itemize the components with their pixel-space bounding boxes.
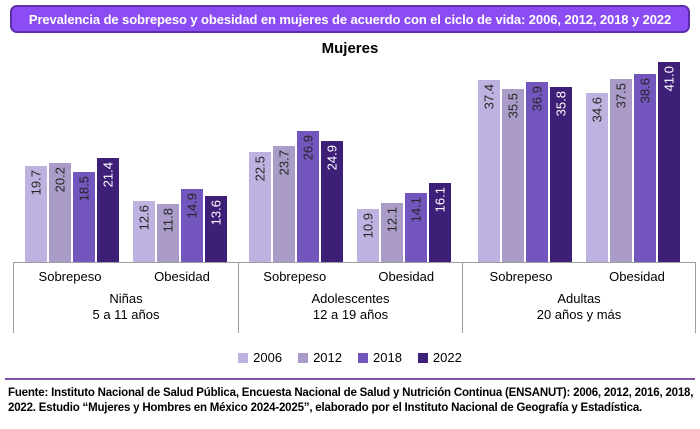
bar-value-label: 14.9	[184, 193, 199, 219]
subgroup-obesidad-1: 10.9 12.1 14.1 16.1	[357, 183, 451, 262]
legend-item-2012: 2012	[298, 350, 342, 365]
bar-2012-sobrepeso-0: 20.2	[48, 163, 71, 262]
plot-area: 19.7 20.2 18.5 21.4 12.6 11.8 14.9 13.6 22.5 23.7…	[13, 62, 696, 262]
bar-2022-sobrepeso-1: 24.9	[321, 141, 343, 262]
axis-label-obesidad-2: Obesidad	[609, 269, 665, 284]
legend-item-2022: 2022	[417, 350, 462, 365]
bar-2012-sobrepeso-1: 23.7	[273, 146, 295, 262]
bar-2022-sobrepeso-0: 21.4	[96, 158, 119, 262]
bar-value-label: 38.6	[637, 78, 653, 104]
bar-value-label: 35.8	[553, 91, 569, 117]
bar-2018-sobrepeso-1: 26.9	[297, 131, 319, 262]
subgroup-obesidad-0: 12.6 11.8 14.9 13.6	[132, 189, 227, 262]
legend: 2006 2012 2018 2022	[0, 350, 700, 365]
bar-value-label: 41.0	[661, 66, 677, 92]
bar-value-label: 23.7	[276, 150, 292, 176]
axis-label-sobrepeso-2: Sobrepeso	[489, 269, 553, 284]
chart-subtitle: Mujeres	[321, 40, 379, 57]
bar-2012-obesidad-2: 37.5	[610, 79, 632, 262]
subgroup-sobrepeso-1: 22.5 23.7 26.9 24.9	[249, 131, 343, 262]
bar-2018-sobrepeso-2: 36.9	[526, 82, 548, 262]
bar-2012-sobrepeso-2: 35.5	[502, 89, 524, 262]
bar-value-label: 35.5	[505, 93, 521, 119]
legend-item-2018: 2018	[358, 350, 402, 365]
bar-2018-obesidad-1: 14.1	[405, 193, 427, 262]
legend-swatch-2012	[298, 352, 309, 363]
legend-label-2022: 2022	[432, 350, 462, 365]
chart-title-banner: Prevalencia de sobrepeso y obesidad en m…	[10, 5, 690, 33]
bar-2006-obesidad-0: 12.6	[132, 201, 155, 262]
axis-group-label-1: Adolescentes 12 a 19 años	[311, 291, 390, 322]
axis-group-label-0: Niñas 5 a 11 años	[92, 291, 160, 322]
subgroup-sobrepeso-0: 19.7 20.2 18.5 21.4	[24, 158, 119, 262]
bar-2006-obesidad-1: 10.9	[357, 209, 379, 262]
bar-value-label: 12.6	[136, 205, 151, 231]
separator-line	[5, 378, 695, 380]
category-axis: Sobrepeso Obesidad Niñas 5 a 11 años Sobrepe…	[13, 262, 696, 333]
bar-value-label: 11.8	[160, 208, 175, 233]
bar-2022-sobrepeso-2: 35.8	[550, 87, 572, 262]
bar-2012-obesidad-0: 11.8	[156, 204, 179, 262]
bar-value-label: 20.2	[52, 167, 67, 193]
axis-group-label-2: Adultas 20 años y más	[536, 291, 622, 322]
bar-value-label: 12.1	[384, 207, 400, 233]
bar-2018-sobrepeso-0: 18.5	[72, 172, 95, 262]
chart-title: Prevalencia de sobrepeso y obesidad en m…	[28, 11, 672, 27]
source-note: Fuente: Instituto Nacional de Salud Públ…	[8, 386, 698, 416]
axis-label-obesidad-0: Obesidad	[154, 269, 210, 284]
legend-swatch-2022	[417, 352, 428, 363]
bar-2022-obesidad-0: 13.6	[204, 196, 227, 262]
legend-swatch-2018	[358, 352, 368, 363]
axis-group-0: Sobrepeso Obesidad Niñas 5 a 11 años	[13, 263, 238, 333]
bar-2018-obesidad-0: 14.9	[180, 189, 203, 262]
axis-label-obesidad-1: Obesidad	[378, 269, 435, 284]
bar-2006-sobrepeso-1: 22.5	[249, 152, 271, 262]
bar-value-label: 36.9	[529, 86, 545, 112]
bar-2006-obesidad-2: 34.6	[586, 93, 608, 262]
legend-label-2006: 2006	[253, 350, 283, 365]
bar-value-label: 13.6	[208, 200, 223, 226]
axis-label-sobrepeso-1: Sobrepeso	[263, 269, 327, 284]
bar-2006-sobrepeso-0: 19.7	[24, 166, 47, 262]
axis-group-2: Sobrepeso Obesidad Adultas 20 años y más	[462, 263, 696, 333]
bar-value-label: 21.4	[100, 162, 115, 188]
bar-group-1: 22.5 23.7 26.9 24.9 10.9 12.1 14.1 16.1	[238, 131, 462, 262]
axis-label-sobrepeso-0: Sobrepeso	[38, 269, 102, 284]
bar-value-label: 19.7	[28, 170, 43, 196]
bar-value-label: 34.6	[589, 97, 605, 123]
bar-group-0: 19.7 20.2 18.5 21.4 12.6 11.8 14.9 13.6	[13, 158, 238, 262]
bar-2022-obesidad-1: 16.1	[429, 183, 451, 262]
bar-2018-obesidad-2: 38.6	[634, 74, 656, 262]
bar-value-label: 16.1	[432, 187, 448, 213]
bar-value-label: 22.5	[252, 156, 268, 182]
bar-value-label: 26.9	[300, 135, 316, 161]
legend-swatch-2006	[238, 352, 249, 363]
bar-2022-obesidad-2: 41.0	[658, 62, 680, 262]
bar-value-label: 37.4	[481, 84, 497, 110]
legend-item-2006: 2006	[238, 350, 282, 365]
axis-group-1: Sobrepeso Obesidad Adolescentes 12 a 19 año…	[238, 263, 462, 333]
source-note-line2: 2022. Estudio “Mujeres y Hombres en Méxi…	[8, 402, 643, 414]
bar-value-label: 18.5	[76, 176, 91, 202]
bar-value-label: 24.9	[324, 145, 340, 171]
source-note-line1: Fuente: Instituto Nacional de Salud Públ…	[8, 387, 694, 399]
legend-label-2012: 2012	[313, 350, 342, 365]
bar-group-2: 37.4 35.5 36.9 35.8 34.6 37.5 38.6 41.0	[462, 62, 696, 262]
legend-label-2018: 2018	[373, 350, 402, 365]
bar-value-label: 37.5	[613, 83, 629, 109]
subgroup-obesidad-2: 34.6 37.5 38.6 41.0	[586, 62, 680, 262]
bar-value-label: 10.9	[360, 213, 376, 239]
subgroup-sobrepeso-2: 37.4 35.5 36.9 35.8	[478, 80, 572, 262]
bar-2012-obesidad-1: 12.1	[381, 203, 403, 262]
bar-2006-sobrepeso-2: 37.4	[478, 80, 500, 262]
bar-value-label: 14.1	[408, 197, 424, 223]
